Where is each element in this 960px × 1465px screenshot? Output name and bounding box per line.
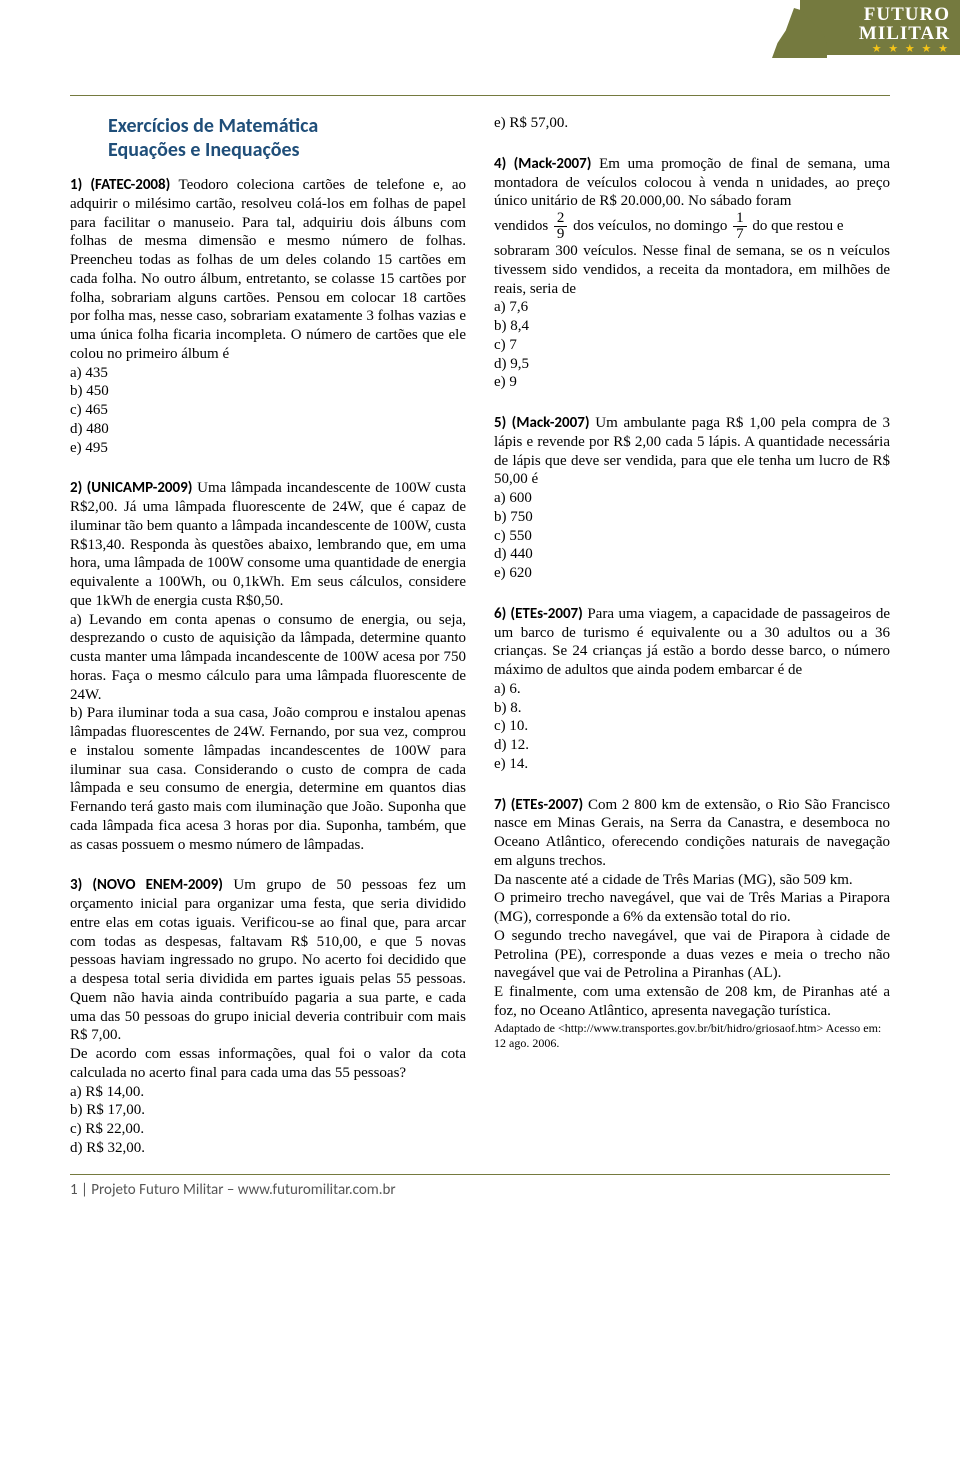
- q3-opt-c: c) R$ 22,00.: [70, 1120, 466, 1139]
- q1-opt-c: c) 465: [70, 401, 466, 420]
- q2-part-b: b) Para iluminar toda a sua casa, João c…: [70, 704, 466, 854]
- q5-lead: 5) (Mack-2007): [494, 414, 590, 432]
- header-rule: [70, 95, 890, 96]
- q5-opt-e: e) 620: [494, 564, 890, 583]
- question-7: 7) (ETEs-2007) Com 2 800 km de extensão,…: [494, 796, 890, 1051]
- q3-lead: 3) (NOVO ENEM-2009): [70, 876, 223, 894]
- q3-opt-e-wrap: e) R$ 57,00.: [494, 114, 890, 133]
- q1-opt-e: e) 495: [70, 439, 466, 458]
- q7-b4: E finalmente, com uma extensão de 208 km…: [494, 983, 890, 1021]
- q7-b3: O segundo trecho navegável, que vai de P…: [494, 927, 890, 983]
- q6-opt-c: c) 10.: [494, 717, 890, 736]
- q4-opt-c: c) 7: [494, 336, 890, 355]
- q3-opt-d: d) R$ 32,00.: [70, 1139, 466, 1158]
- q4-opt-b: b) 8,4: [494, 317, 890, 336]
- q5-opt-b: b) 750: [494, 508, 890, 527]
- q7-b1: Da nascente até a cidade de Três Marias …: [494, 871, 890, 890]
- question-1: 1) (FATEC-2008) Teodoro coleciona cartõe…: [70, 176, 466, 457]
- q3-opt-a: a) R$ 14,00.: [70, 1083, 466, 1102]
- q2-lead: 2) (UNICAMP-2009): [70, 479, 192, 497]
- q4-opt-a: a) 7,6: [494, 298, 890, 317]
- q4-t1: vendidos: [494, 218, 552, 234]
- page-footer: 1 | Projeto Futuro Militar – www.futurom…: [70, 1181, 890, 1199]
- q4-fracline: vendidos 29 dos veículos, no domingo 17 …: [494, 211, 890, 242]
- q6-lead: 6) (ETEs-2007): [494, 605, 583, 623]
- question-4: 4) (Mack-2007) Em uma promoção de final …: [494, 155, 890, 392]
- logo-text: FUTURO MILITAR: [859, 5, 950, 43]
- q2-body: Uma lâmpada incandescente de 100W custa …: [70, 480, 466, 609]
- q5-opt-c: c) 550: [494, 527, 890, 546]
- left-column: Exercícios de Matemática Equações e Ineq…: [70, 114, 466, 1158]
- logo-line2: MILITAR: [859, 24, 950, 43]
- right-column: e) R$ 57,00. 4) (Mack-2007) Em uma promo…: [494, 114, 890, 1158]
- q1-opt-a: a) 435: [70, 364, 466, 383]
- page-title: Exercícios de Matemática Equações e Ineq…: [70, 114, 466, 162]
- question-6: 6) (ETEs-2007) Para uma viagem, a capaci…: [494, 605, 890, 774]
- q4-t3: do que restou e: [749, 218, 844, 234]
- title-line1: Exercícios de Matemática: [108, 114, 466, 138]
- q4-lead: 4) (Mack-2007): [494, 155, 591, 173]
- q3-opt-b: b) R$ 17,00.: [70, 1101, 466, 1120]
- q1-body: Teodoro coleciona cartões de telefone e,…: [70, 177, 466, 362]
- question-5: 5) (Mack-2007) Um ambulante paga R$ 1,00…: [494, 414, 890, 583]
- q7-lead: 7) (ETEs-2007): [494, 796, 583, 814]
- q6-opt-b: b) 8.: [494, 699, 890, 718]
- brand-logo: FUTURO MILITAR ★ ★ ★ ★ ★: [780, 0, 960, 70]
- q1-opt-d: d) 480: [70, 420, 466, 439]
- q6-opt-d: d) 12.: [494, 736, 890, 755]
- q1-opt-b: b) 450: [70, 382, 466, 401]
- q4-frac2: 17: [733, 211, 747, 242]
- q3-opt-e: e) R$ 57,00.: [494, 114, 890, 133]
- q3-ask: De acordo com essas informações, qual fo…: [70, 1045, 466, 1083]
- question-3: 3) (NOVO ENEM-2009) Um grupo de 50 pesso…: [70, 876, 466, 1157]
- q7-b2: O primeiro trecho navegável, que vai de …: [494, 889, 890, 927]
- q4-frac1: 29: [554, 211, 568, 242]
- footer-rule: [70, 1174, 890, 1175]
- q5-opt-d: d) 440: [494, 545, 890, 564]
- q6-opt-e: e) 14.: [494, 755, 890, 774]
- q4-p2: sobraram 300 veículos. Nesse final de se…: [494, 243, 890, 297]
- q7-source: Adaptado de <http://www.transportes.gov.…: [494, 1021, 890, 1051]
- title-line2: Equações e Inequações: [108, 138, 466, 162]
- q2-part-a: a) Levando em conta apenas o consumo de …: [70, 611, 466, 705]
- page: FUTURO MILITAR ★ ★ ★ ★ ★ Exercícios de M…: [0, 0, 960, 1219]
- q5-opt-a: a) 600: [494, 489, 890, 508]
- question-2: 2) (UNICAMP-2009) Uma lâmpada incandesce…: [70, 479, 466, 854]
- q4-t2: dos veículos, no domingo: [569, 218, 731, 234]
- q4-opt-d: d) 9,5: [494, 355, 890, 374]
- logo-line1: FUTURO: [859, 5, 950, 24]
- content-columns: Exercícios de Matemática Equações e Ineq…: [70, 114, 890, 1158]
- logo-stars: ★ ★ ★ ★ ★: [872, 42, 950, 55]
- q1-lead: 1) (FATEC-2008): [70, 176, 170, 194]
- q3-body: Um grupo de 50 pessoas fez um orçamento …: [70, 877, 466, 1043]
- q6-opt-a: a) 6.: [494, 680, 890, 699]
- q4-opt-e: e) 9: [494, 373, 890, 392]
